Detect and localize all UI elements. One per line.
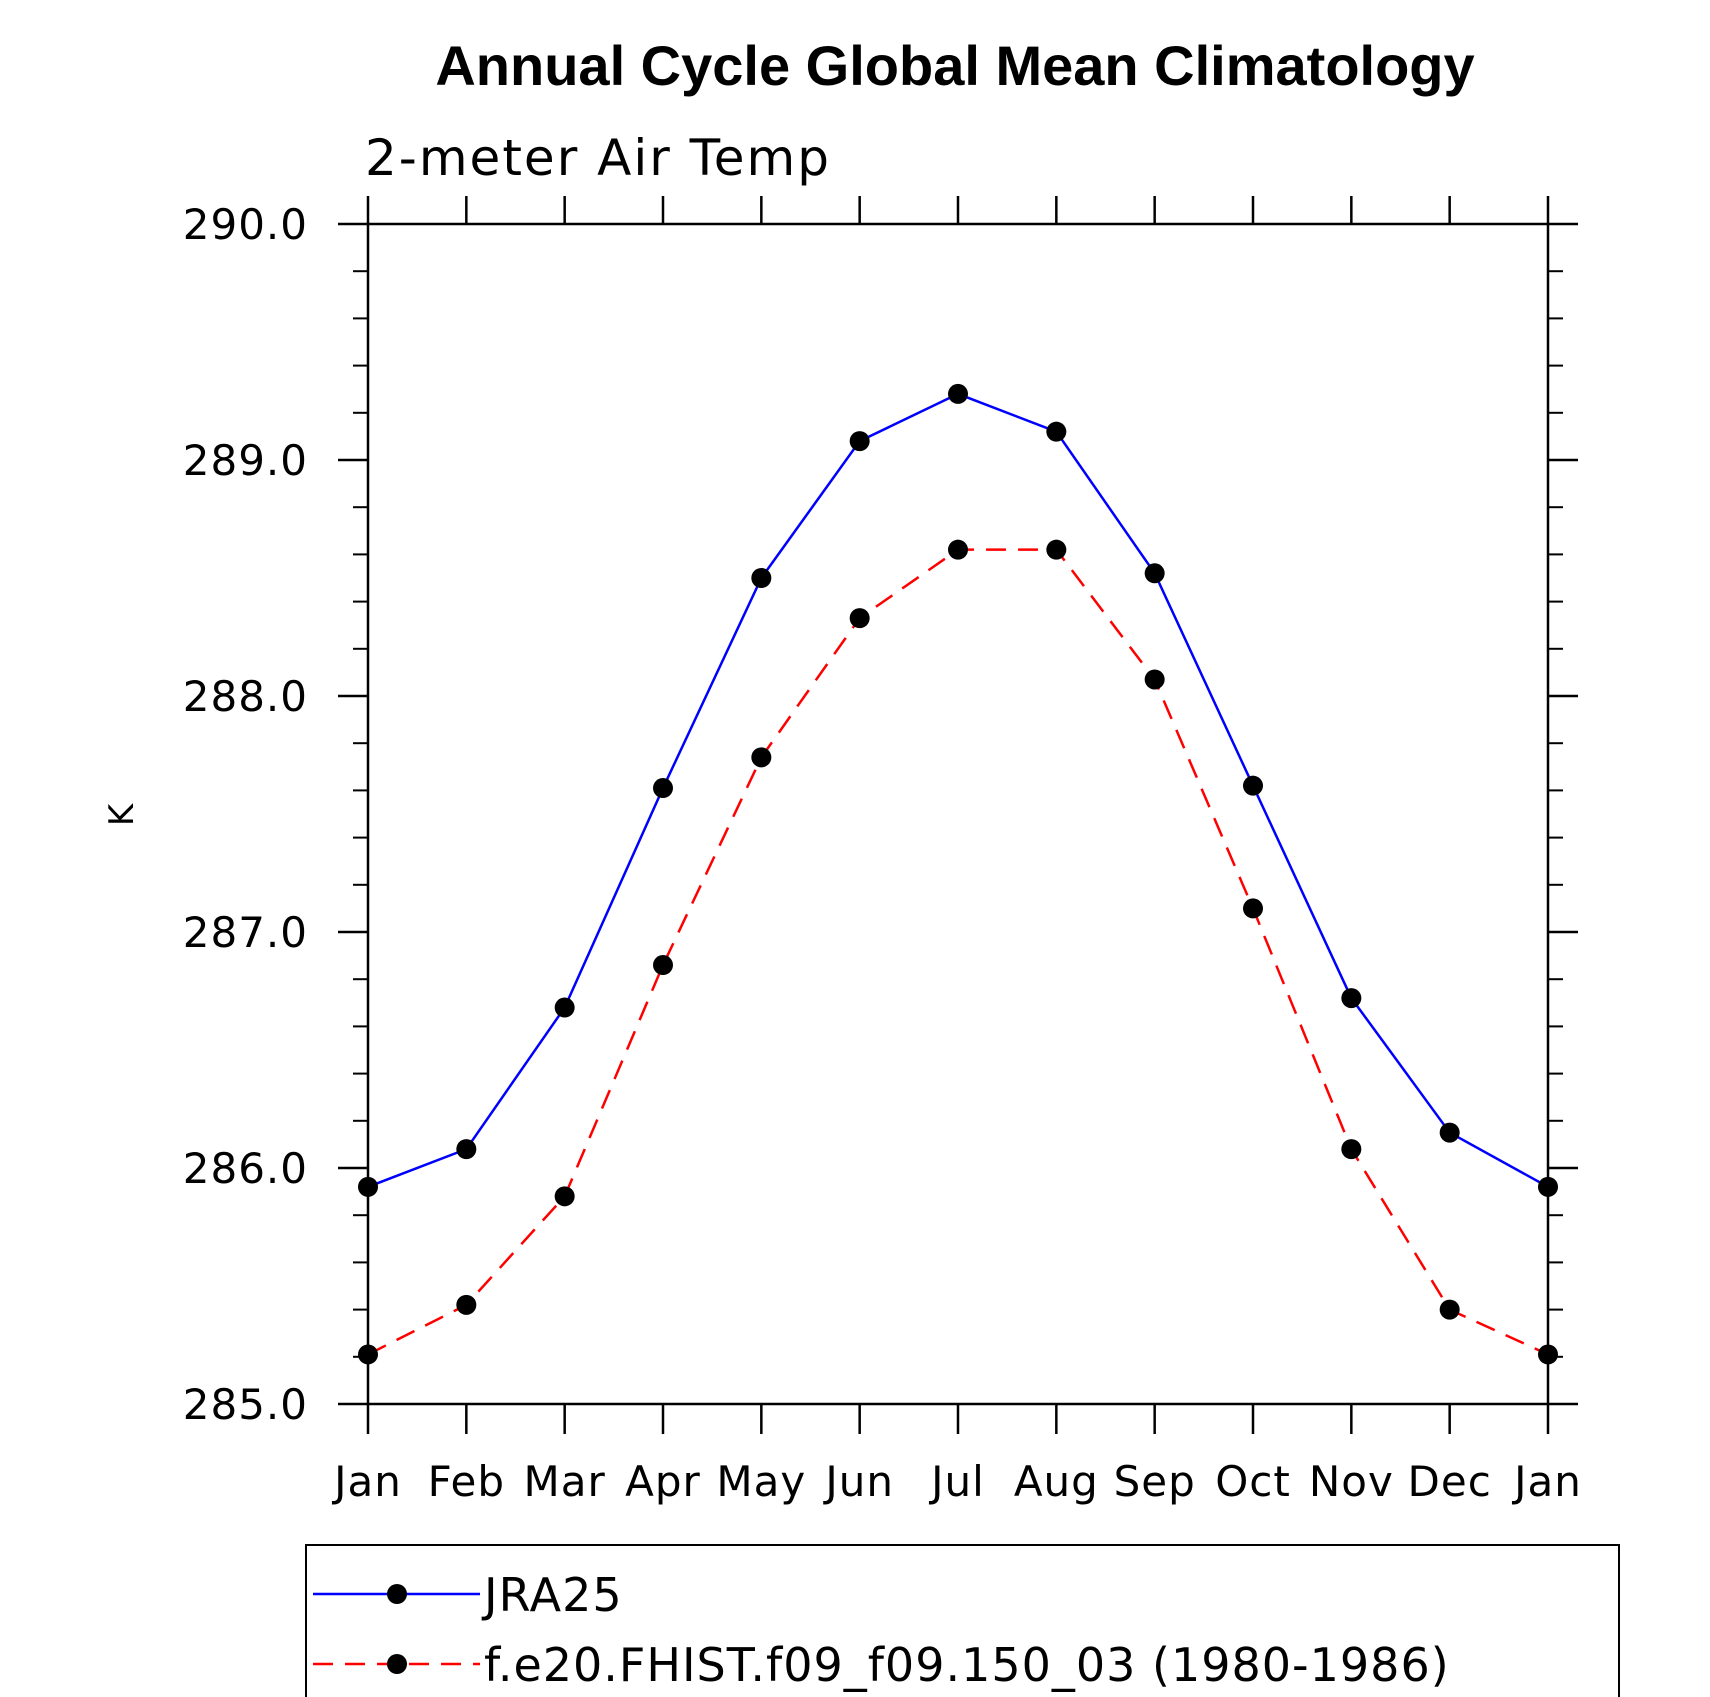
x-tick-label: Jun [822, 1457, 894, 1506]
x-tick-label: Jan [331, 1457, 402, 1506]
series-0-point [653, 778, 673, 799]
series-0-point [948, 383, 968, 404]
x-tick-label: Aug [1014, 1457, 1099, 1506]
series-1-point [849, 608, 870, 629]
legend-label-jra25: JRA25 [481, 1568, 623, 1622]
y-tick-label: 287.0 [183, 908, 308, 957]
chart-title: Annual Cycle Global Mean Climatology [435, 34, 1474, 97]
series-1-point [1538, 1344, 1558, 1365]
series-1-point [1243, 898, 1263, 919]
series-1-point [751, 747, 772, 768]
series-0-point [751, 568, 772, 588]
y-axis-label: K [102, 802, 142, 826]
series-layer [358, 383, 1558, 1365]
series-0-point [554, 997, 575, 1018]
legend-box [305, 1544, 1620, 1697]
series-1-point [554, 1186, 575, 1207]
x-tick-label: Jul [928, 1457, 985, 1506]
legend-marker-model [387, 1654, 407, 1674]
series-1-point [1341, 1139, 1362, 1160]
x-tick-label: Dec [1408, 1457, 1492, 1506]
series-line-0 [367, 392, 1549, 1189]
series-0-point [849, 431, 870, 452]
axes: 285.0 286.0 287.0 288.0 289.0 290.0 Jan Feb Mar A… [183, 196, 1582, 1506]
series-0-point [1144, 563, 1165, 584]
series-1-point [1439, 1299, 1460, 1320]
series-line-1 [367, 548, 1549, 1356]
x-tick-label: Oct [1215, 1457, 1291, 1506]
y-tick-label: 285.0 [183, 1380, 308, 1429]
y-tick-label: 286.0 [183, 1144, 308, 1193]
x-tick-label: Jan [1511, 1457, 1582, 1506]
legend-marker-jra25 [387, 1584, 407, 1604]
series-1-point [653, 955, 673, 976]
series-0-point [1538, 1176, 1558, 1197]
x-tick-label: Feb [428, 1457, 505, 1506]
legend: JRA25 f.e20.FHIST.f09_f09.150_03 (1980-1… [305, 1544, 1620, 1697]
series-1-point [358, 1344, 378, 1365]
series-1-point [456, 1294, 477, 1315]
y-tick-label: 290.0 [183, 200, 308, 249]
series-0-point [1439, 1122, 1460, 1143]
series-1-point [948, 539, 968, 560]
chart-subtitle: 2-meter Air Temp [365, 129, 831, 187]
series-0-point [456, 1139, 477, 1160]
series-0-point [1046, 421, 1067, 442]
x-tick-label: May [716, 1457, 806, 1506]
series-1-point [1144, 669, 1165, 690]
x-tick-label: Sep [1114, 1457, 1196, 1506]
series-0-point [358, 1176, 378, 1197]
series-0-point [1243, 775, 1263, 796]
y-tick-label: 289.0 [183, 436, 308, 485]
legend-label-model: f.e20.FHIST.f09_f09.150_03 (1980-1986) [484, 1638, 1450, 1692]
x-tick-label: Apr [625, 1457, 701, 1506]
y-tick-label: 288.0 [183, 672, 308, 721]
series-0-point [1341, 988, 1362, 1009]
series-1-point [1046, 539, 1067, 560]
x-tick-label: Nov [1309, 1457, 1394, 1506]
x-tick-label: Mar [524, 1457, 606, 1506]
